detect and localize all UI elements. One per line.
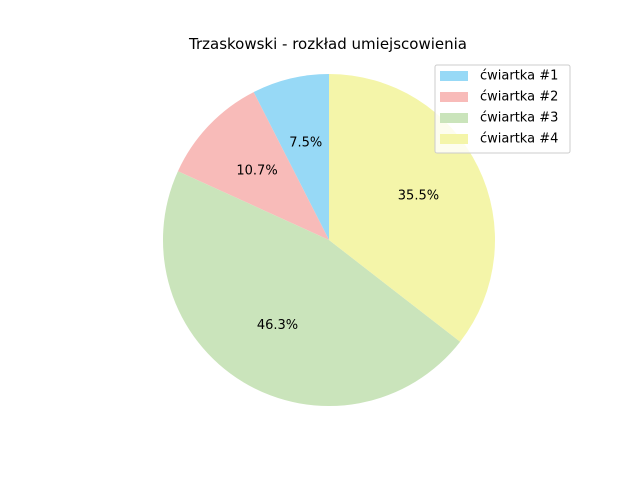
legend-swatch-1 xyxy=(440,71,468,81)
legend-swatch-2 xyxy=(440,92,468,102)
legend-label-1: ćwiartka #1 xyxy=(480,69,558,84)
slice-value-label-4: 35.5% xyxy=(398,189,439,204)
legend-label-4: ćwiartka #4 xyxy=(480,132,558,147)
pie-value-labels: 7.5% 10.7% 46.3% 35.5% xyxy=(236,136,439,333)
legend: ćwiartka #1 ćwiartka #2 ćwiartka #3 ćwiartk… xyxy=(434,64,571,154)
pie-slice-3 xyxy=(162,171,461,407)
chart-title: Trzaskowski - rozkład umiejscowienia xyxy=(188,35,467,53)
slice-value-label-2: 10.7% xyxy=(236,164,277,179)
slice-value-label-1: 7.5% xyxy=(289,136,322,151)
pie-slice-1 xyxy=(253,74,329,240)
legend-label-2: ćwiartka #2 xyxy=(480,90,558,105)
pie-slice-2 xyxy=(177,92,329,240)
legend-swatch-4 xyxy=(440,134,468,144)
legend-label-3: ćwiartka #3 xyxy=(480,111,558,126)
legend-box xyxy=(434,64,571,154)
slice-value-label-3: 46.3% xyxy=(257,318,298,333)
legend-swatch-3 xyxy=(440,113,468,123)
